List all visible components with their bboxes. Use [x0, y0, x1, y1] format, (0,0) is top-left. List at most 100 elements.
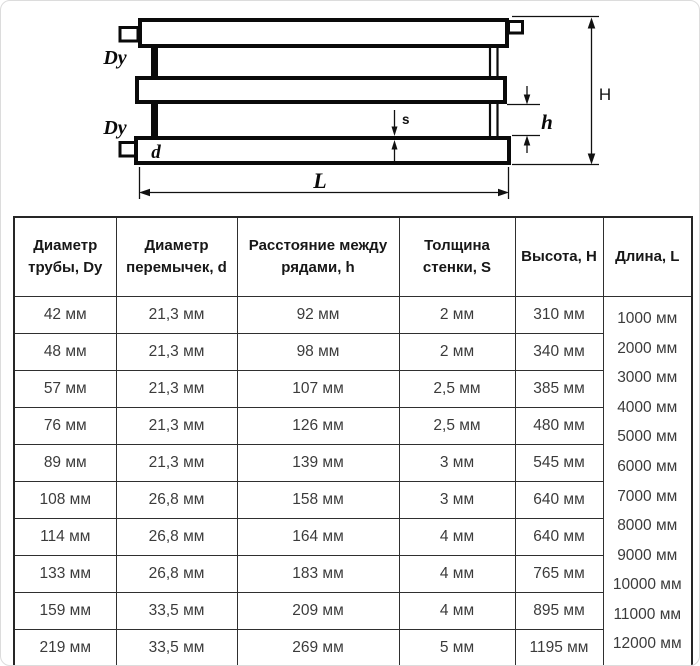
cell-wall-thickness: 2,5 мм	[398, 407, 516, 445]
length-item: 2000 мм	[617, 339, 678, 357]
length-item: 8000 мм	[617, 517, 678, 535]
pipe-register-diagram: Dy Dy d s h H L	[102, 15, 611, 199]
cell-wall-thickness: 4 мм	[398, 592, 516, 630]
cell-wall-thickness: 4 мм	[398, 555, 516, 593]
cell-pipe-diameter: 108 мм	[13, 481, 117, 519]
cell-row-spacing: 98 мм	[236, 333, 400, 371]
cell-height: 640 мм	[514, 518, 604, 556]
left-jumper-top	[151, 46, 158, 80]
table-row: 219 мм 33,5 мм 269 мм 5 мм 1195 мм	[13, 629, 692, 665]
length-item: 1000 мм	[617, 309, 678, 327]
length-item: 12000 мм	[612, 635, 682, 653]
cell-pipe-diameter: 48 мм	[13, 333, 117, 371]
label-H: H	[599, 85, 611, 104]
cell-row-spacing: 139 мм	[236, 444, 400, 482]
right-jumper-top	[488, 44, 499, 82]
cell-jumper-diameter: 21,3 мм	[115, 407, 238, 445]
arrow-left-icon	[139, 188, 150, 197]
cell-pipe-diameter: 219 мм	[13, 629, 117, 665]
cell-wall-thickness: 2 мм	[398, 333, 516, 371]
length-item: 10000 мм	[612, 576, 682, 594]
length-item: 7000 мм	[617, 487, 678, 505]
length-item: 11000 мм	[613, 605, 682, 623]
arrow-up-icon	[587, 17, 596, 29]
arrow-up-icon	[391, 140, 398, 150]
arrow-right-icon	[498, 188, 509, 197]
cell-pipe-diameter: 42 мм	[13, 296, 117, 334]
cell-row-spacing: 183 мм	[236, 555, 400, 593]
col-header-wall-thickness: Толщина стенки, S	[398, 216, 516, 297]
cell-pipe-diameter: 159 мм	[13, 592, 117, 630]
col-header-pipe-diameter: Диаметр трубы, Dy	[13, 216, 117, 297]
table-row: 108 мм 26,8 мм 158 мм 3 мм 640 мм	[13, 481, 692, 519]
label-s: s	[402, 112, 410, 127]
cell-jumper-diameter: 33,5 мм	[115, 629, 238, 665]
label-d: d	[151, 142, 161, 163]
cell-jumper-diameter: 21,3 мм	[115, 370, 238, 408]
cell-wall-thickness: 5 мм	[398, 629, 516, 665]
cell-jumper-diameter: 26,8 мм	[115, 518, 238, 556]
length-item: 5000 мм	[617, 428, 678, 446]
cell-pipe-diameter: 133 мм	[13, 555, 117, 593]
pipe-row-bottom	[134, 136, 511, 165]
cell-jumper-diameter: 33,5 мм	[115, 592, 238, 630]
col-header-height: Высота, H	[514, 216, 604, 297]
length-item: 4000 мм	[617, 398, 678, 416]
table-row: 48 мм 21,3 мм 98 мм 2 мм 340 мм	[13, 333, 692, 371]
inlet-stub-top-left	[118, 26, 140, 43]
table-row: 57 мм 21,3 мм 107 мм 2,5 мм 385 мм	[13, 370, 692, 408]
arrow-down-icon	[523, 94, 531, 105]
label-dy-top: Dy	[102, 47, 126, 69]
col-header-jumper-diameter: Диаметр перемычек, d	[115, 216, 238, 297]
length-item: 9000 мм	[617, 546, 678, 564]
cell-row-spacing: 164 мм	[236, 518, 400, 556]
cell-row-spacing: 126 мм	[236, 407, 400, 445]
cell-wall-thickness: 3 мм	[398, 481, 516, 519]
cell-row-spacing: 158 мм	[236, 481, 400, 519]
cell-jumper-diameter: 21,3 мм	[115, 296, 238, 334]
cell-wall-thickness: 3 мм	[398, 444, 516, 482]
cell-height: 895 мм	[514, 592, 604, 630]
cell-height: 480 мм	[514, 407, 604, 445]
table-row: 114 мм 26,8 мм 164 мм 4 мм 640 мм	[13, 518, 692, 556]
header-row: Диаметр трубы, Dy Диаметр перемычек, d Р…	[13, 216, 693, 297]
table-row: 159 мм 33,5 мм 209 мм 4 мм 895 мм	[13, 592, 692, 630]
cell-jumper-diameter: 26,8 мм	[115, 481, 238, 519]
cell-pipe-diameter: 57 мм	[13, 370, 117, 408]
pipe-row-middle	[135, 76, 507, 104]
cell-jumper-diameter: 26,8 мм	[115, 555, 238, 593]
pipe-row-top	[138, 18, 509, 48]
spec-table: Диаметр трубы, Dy Диаметр перемычек, d Р…	[13, 216, 693, 665]
cell-jumper-diameter: 21,3 мм	[115, 444, 238, 482]
cell-height: 765 мм	[514, 555, 604, 593]
label-dy-bottom: Dy	[102, 117, 126, 139]
air-vent-stub-top-right	[507, 20, 524, 35]
cell-wall-thickness: 2,5 мм	[398, 370, 516, 408]
cell-height: 340 мм	[514, 333, 604, 371]
cell-height: 1195 мм	[514, 629, 604, 665]
col-header-row-spacing: Расстояние между рядами, h	[236, 216, 400, 297]
cell-wall-thickness: 4 мм	[398, 518, 516, 556]
left-jumper-bottom	[151, 100, 158, 140]
col-header-length: Длина, L	[602, 216, 693, 297]
cell-pipe-diameter: 89 мм	[13, 444, 117, 482]
right-jumper-bottom	[488, 98, 499, 142]
cell-row-spacing: 209 мм	[236, 592, 400, 630]
table-row: 76 мм 21,3 мм 126 мм 2,5 мм 480 мм	[13, 407, 692, 445]
label-h: h	[541, 110, 553, 134]
table-row: 89 мм 21,3 мм 139 мм 3 мм 545 мм	[13, 444, 692, 482]
label-L: L	[312, 168, 326, 193]
cell-row-spacing: 107 мм	[236, 370, 400, 408]
cell-pipe-diameter: 114 мм	[13, 518, 117, 556]
cell-height: 310 мм	[514, 296, 604, 334]
arrow-down-icon	[587, 153, 596, 165]
arrow-up-icon	[523, 135, 531, 146]
arrow-down-icon	[391, 126, 398, 136]
length-item: 6000 мм	[617, 457, 678, 475]
cell-wall-thickness: 2 мм	[398, 296, 516, 334]
table-row: 133 мм 26,8 мм 183 мм 4 мм 765 мм	[13, 555, 692, 593]
length-item: 3000 мм	[617, 369, 678, 387]
cell-pipe-diameter: 76 мм	[13, 407, 117, 445]
cell-height: 545 мм	[514, 444, 604, 482]
